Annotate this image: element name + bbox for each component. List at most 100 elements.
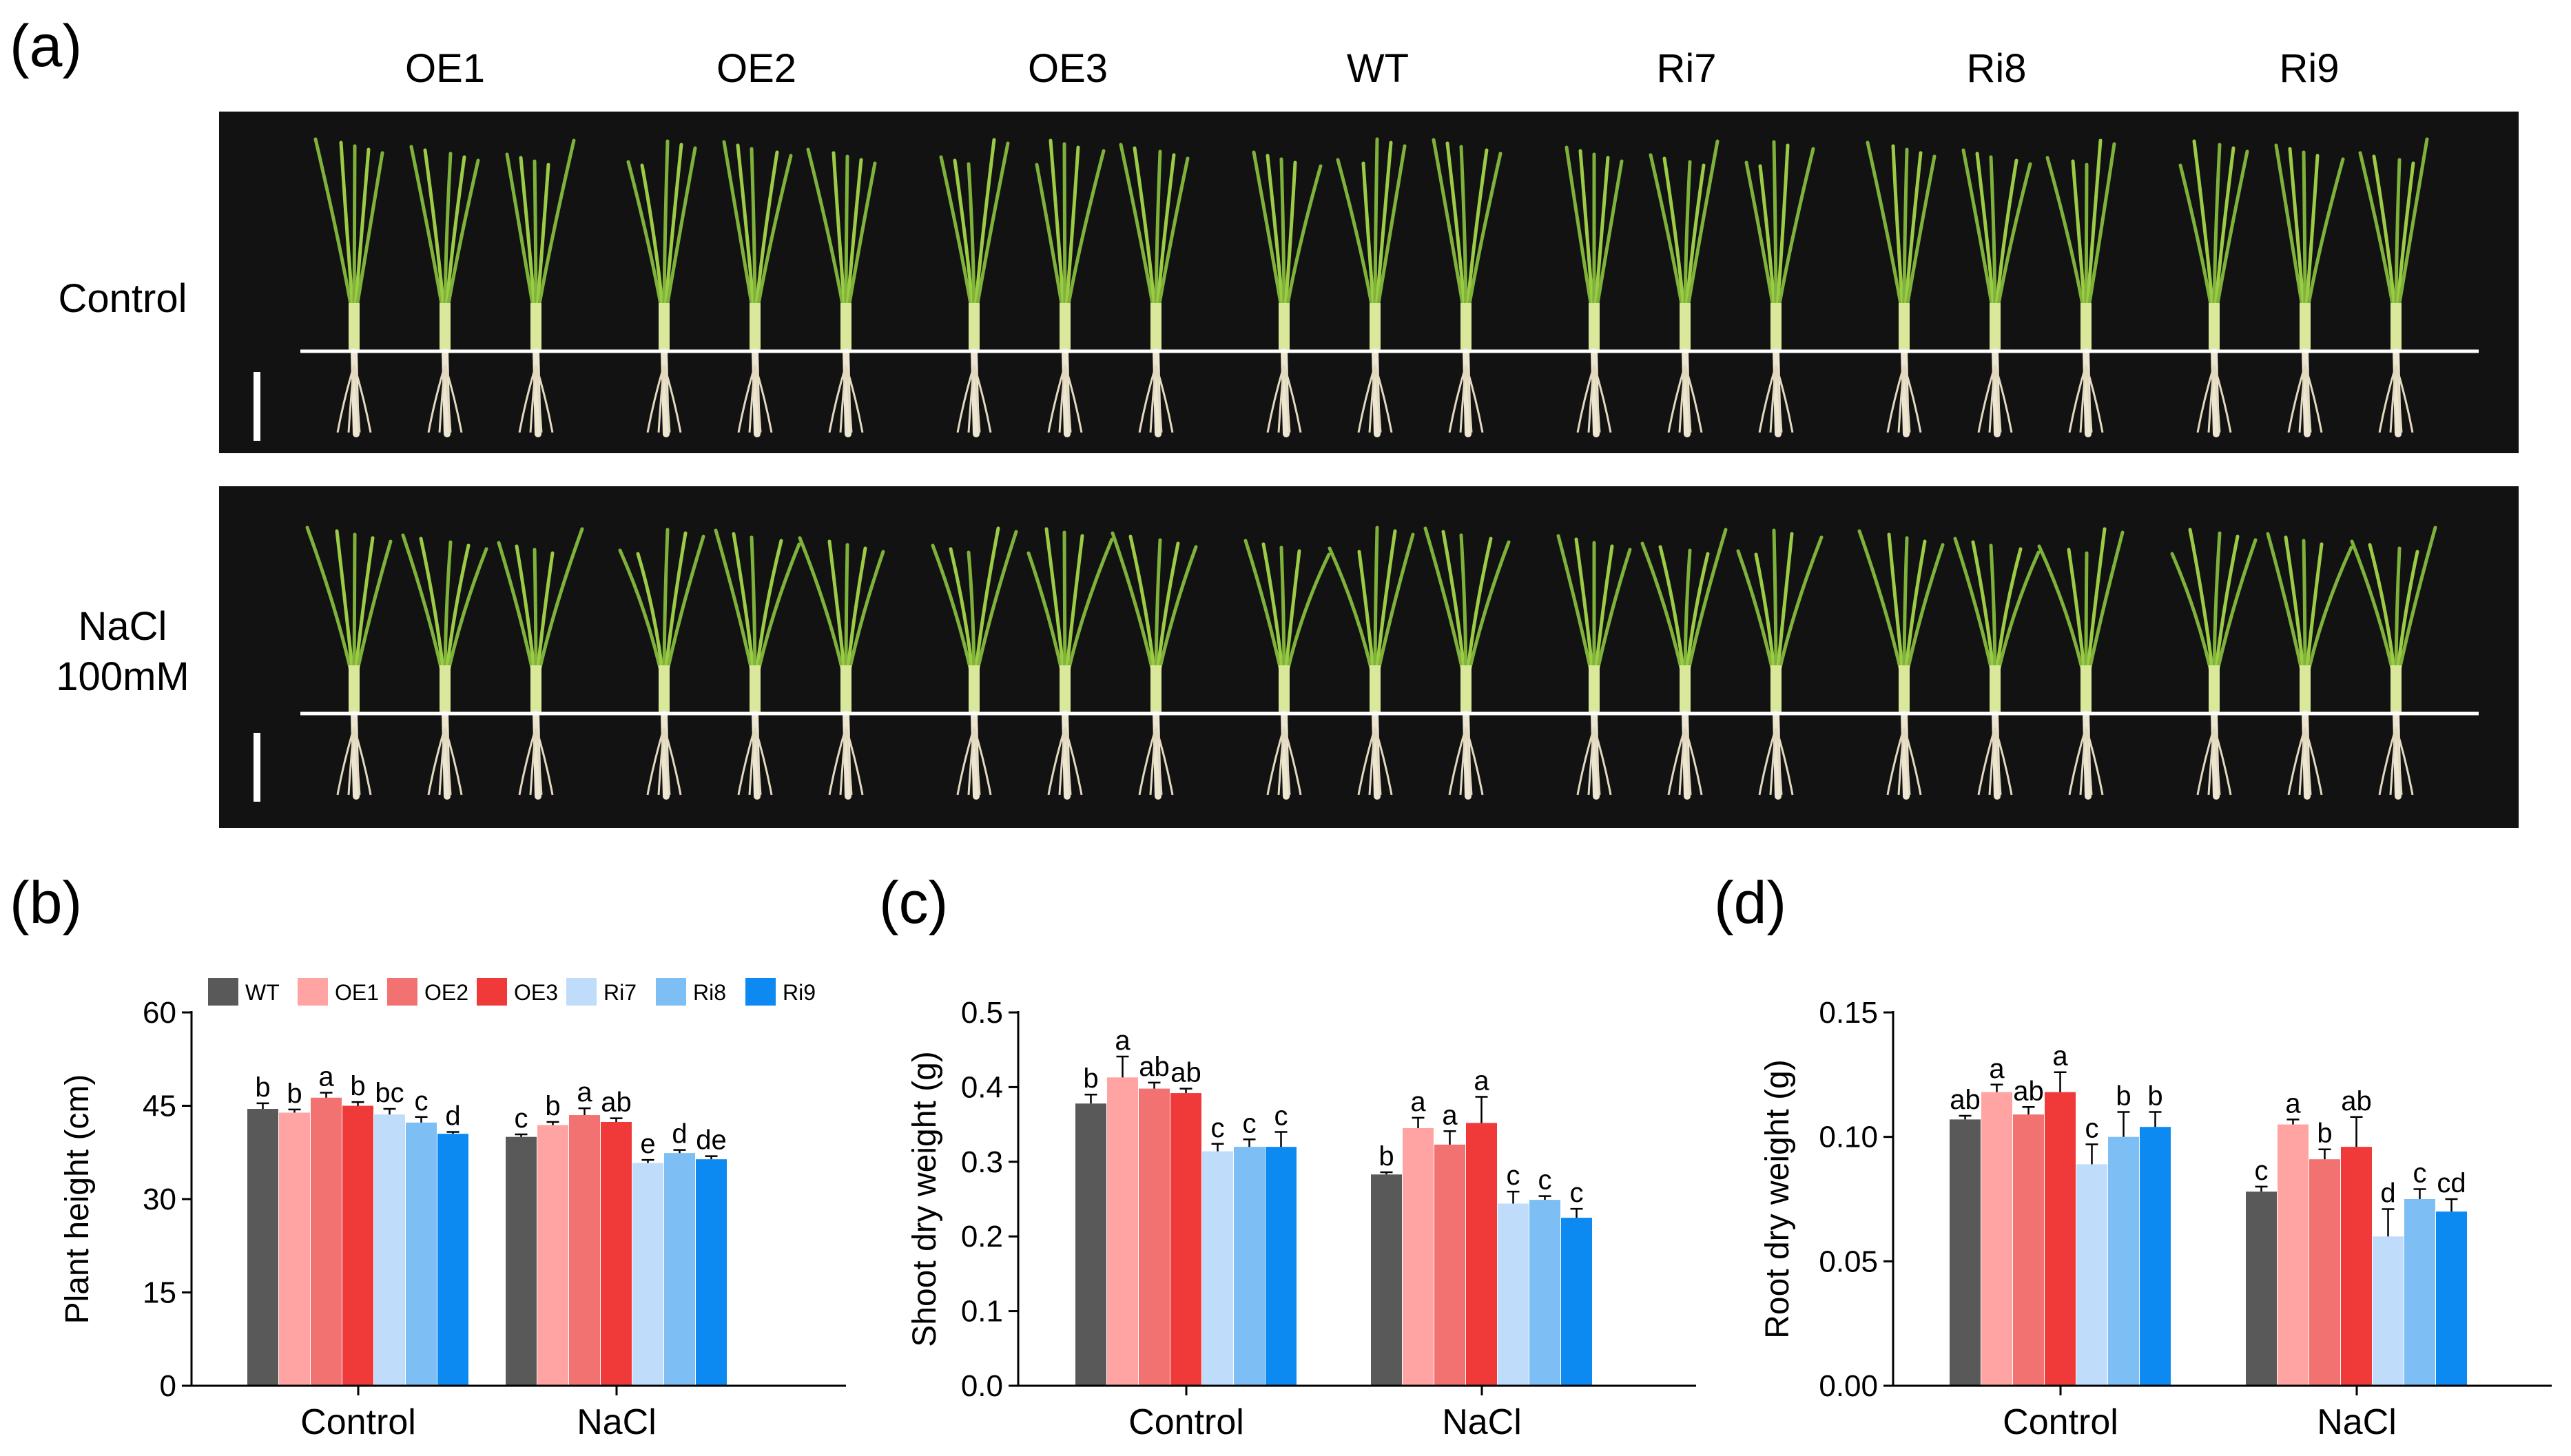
significance-letter: b — [255, 1072, 270, 1103]
significance-letter: ab — [1950, 1085, 1981, 1115]
significance-letter: b — [1379, 1141, 1394, 1172]
seedling-leaves — [2178, 139, 2249, 326]
seedling-leaf — [419, 537, 447, 688]
seedling-root-hair — [845, 364, 864, 433]
seedling-leaves — [1556, 534, 1632, 688]
seedling-stem-base — [750, 303, 761, 353]
seedling-root-hair — [1576, 364, 1596, 433]
seedling-root-hair — [1064, 364, 1083, 433]
y-tick-label: 0.15 — [1819, 996, 1878, 1030]
seedling-root-hair — [1758, 364, 1777, 433]
seedling-stem-base — [349, 665, 360, 715]
seedling-stem-base — [1990, 303, 2001, 353]
seedling-leaf — [2266, 532, 2307, 688]
x-tick-label-nacl: NaCl — [1442, 1402, 1522, 1442]
bar-oe1-nacl — [537, 1125, 568, 1386]
legend-swatch-oe2 — [387, 978, 417, 1006]
seedling-root-hair — [737, 364, 756, 433]
seedling-leaf — [352, 151, 384, 326]
seedling-roots — [956, 348, 992, 437]
seedling-roots — [2378, 710, 2414, 800]
seedling-root-hair — [444, 727, 452, 795]
bar-oe3-nacl — [601, 1121, 632, 1386]
significance-letter: bc — [375, 1078, 404, 1108]
seedling-root-hair — [2304, 727, 2312, 795]
seedling-leaves — [1119, 143, 1190, 326]
seedling-leaf — [2084, 142, 2116, 326]
seedling-root-hair — [956, 727, 975, 795]
seedling-root-hair — [1775, 727, 1783, 795]
scale-bar — [254, 372, 260, 441]
seedling-leaf — [1063, 145, 1080, 326]
significance-letter: b — [2317, 1119, 2332, 1149]
significance-letter: a — [1442, 1100, 1458, 1130]
seedling-root-hair — [2298, 727, 2306, 795]
seedling-leaf — [1658, 545, 1687, 688]
seedling-stem-base — [1060, 665, 1071, 715]
bar-oe3-nacl — [2341, 1147, 2372, 1386]
seedling-root-hair — [1897, 364, 1906, 433]
seedling-leaf — [335, 529, 356, 688]
seedling-root-hair — [2213, 727, 2221, 795]
seedling-root-hair — [2213, 727, 2232, 795]
seedling-leaf — [2212, 538, 2258, 688]
seedling-stem-base — [1899, 303, 1910, 353]
seedling-leaf — [827, 539, 848, 688]
seedling-leaf — [2084, 530, 2125, 688]
seedling-root-hair — [1277, 364, 1286, 433]
seedling-leaves — [505, 138, 576, 326]
seedling-root-hair — [1897, 727, 1906, 795]
seedling-root-hair — [973, 727, 981, 795]
seedling-root-hair — [518, 727, 537, 795]
seedling-root-hair — [1266, 364, 1286, 433]
legend-label-wt: WT — [245, 980, 280, 1005]
bar-oe1-control — [279, 1112, 310, 1386]
seedling-leaf — [533, 159, 538, 326]
bar-oe2-control — [1139, 1088, 1170, 1386]
y-tick-label: 0.4 — [961, 1070, 1003, 1104]
bar-oe1-nacl — [2278, 1124, 2309, 1386]
seedling-leaf — [972, 530, 1018, 688]
seedling-root-hair — [1994, 727, 2013, 795]
seedling-root-hair — [2068, 727, 2087, 795]
seedling-root-hair — [535, 727, 543, 795]
seedling-root-hair — [438, 364, 446, 433]
seedling-leaves — [1111, 531, 1198, 688]
seedling-leaf — [2302, 539, 2307, 688]
legend-label-oe1: OE1 — [335, 980, 379, 1005]
seedling-stem-base — [1279, 665, 1290, 715]
seedling-stem-base — [659, 665, 670, 715]
y-tick-label: 0 — [160, 1369, 176, 1403]
seedling-stem-base — [1150, 303, 1161, 353]
seedling-leaves — [618, 528, 705, 688]
seedling-root-hair — [2304, 727, 2323, 795]
seedling-stem-base — [2300, 303, 2311, 353]
seedling-stem-base — [530, 303, 541, 353]
seedling-leaf — [2170, 552, 2216, 688]
seedling-stem-base — [2209, 665, 2220, 715]
seedling-leaf — [2071, 159, 2088, 326]
seedling-roots — [2196, 710, 2232, 800]
seedling-stem-base — [840, 303, 851, 353]
seedling-leaf — [1243, 539, 1286, 688]
seedling-leaf — [1736, 549, 1778, 688]
seedling-root-hair — [748, 727, 756, 795]
y-tick-label: 60 — [143, 996, 176, 1030]
seedling-root-hair — [1283, 364, 1291, 433]
significance-letter: a — [318, 1062, 334, 1092]
seedling-root-hair — [353, 727, 372, 795]
legend-label-ri8: Ri8 — [693, 980, 726, 1005]
row-label-control-line: Control — [58, 276, 187, 321]
seedling-stem-base — [2391, 303, 2402, 353]
seedling-root-hair — [1994, 727, 2002, 795]
seedling-stem-base — [1060, 303, 1071, 353]
seedling-root-hair — [1775, 364, 1783, 433]
seedling-root-hair — [1758, 727, 1777, 795]
seedling-roots — [828, 348, 864, 437]
seedling-leaf — [1154, 545, 1198, 688]
seedling-root-hair — [1138, 364, 1157, 433]
legend-swatch-wt — [208, 978, 238, 1006]
seedling-roots — [737, 348, 773, 437]
seedling-root-hair — [1678, 364, 1686, 433]
seedling-root-hair — [1587, 364, 1596, 433]
